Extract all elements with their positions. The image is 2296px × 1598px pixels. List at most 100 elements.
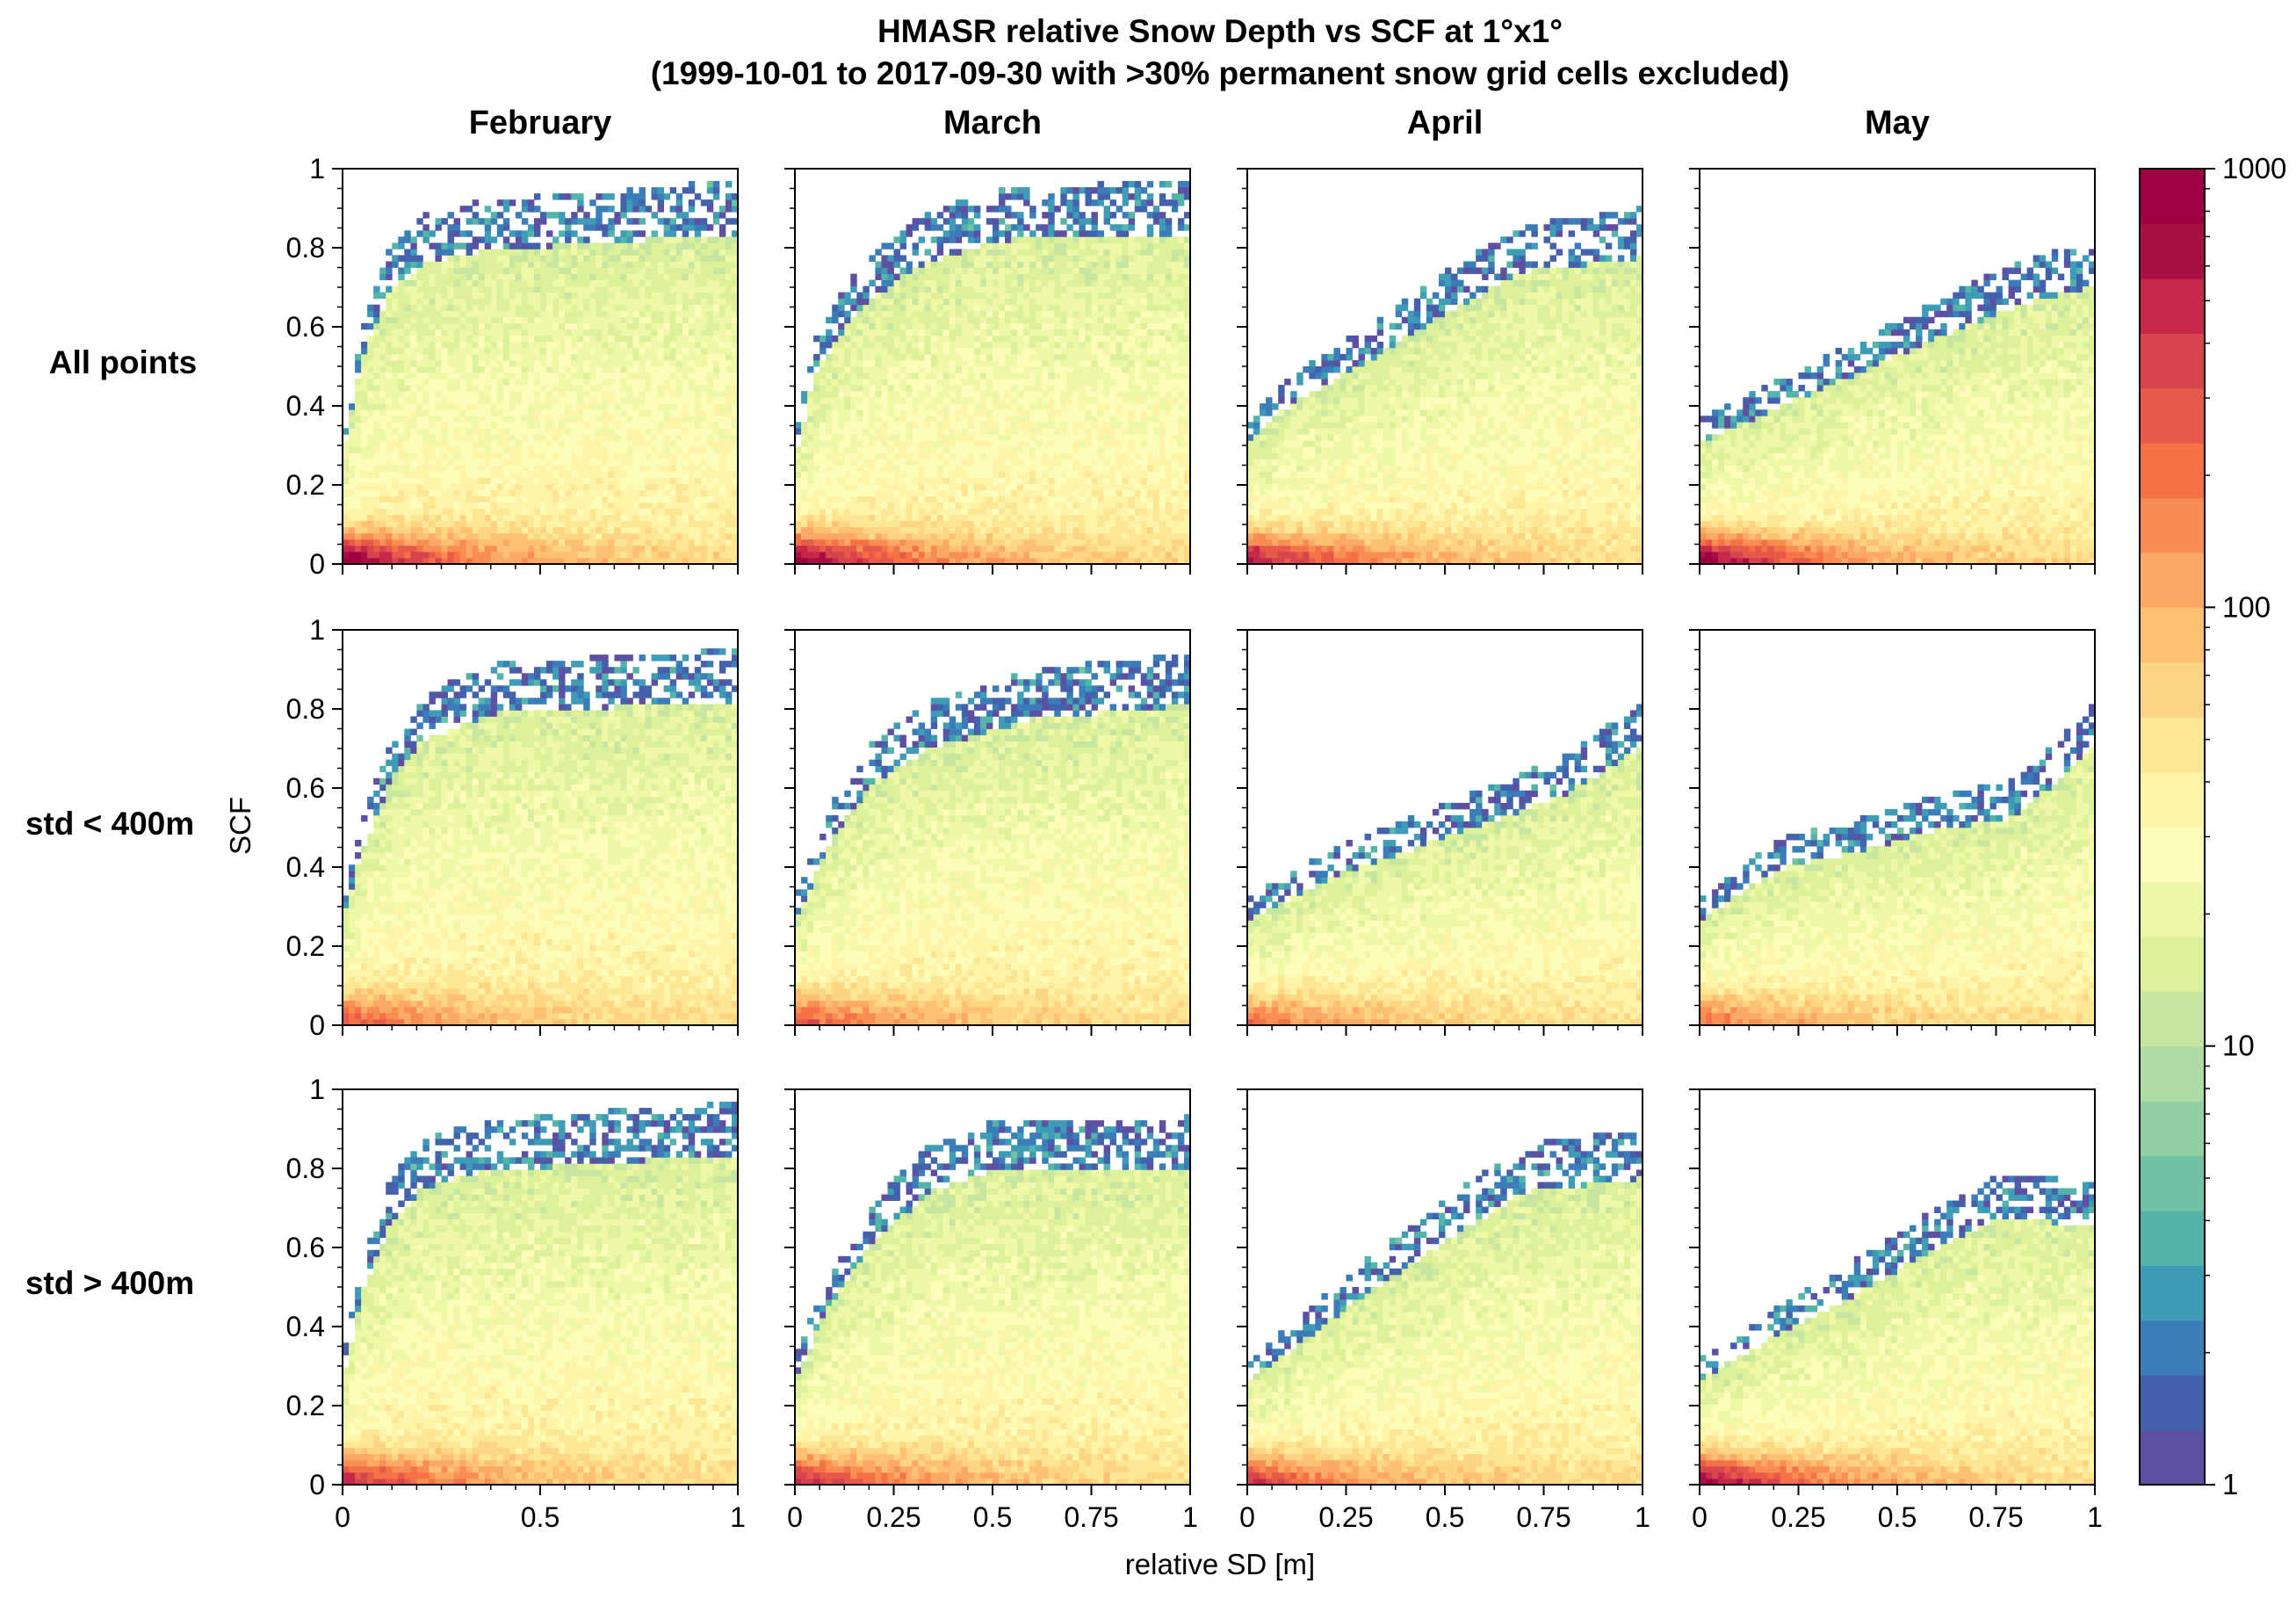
heatmap-cell (670, 472, 676, 478)
heatmap-cell (850, 416, 856, 422)
heatmap-cell (689, 391, 695, 397)
heatmap-cell (596, 452, 602, 459)
heatmap-cell (546, 348, 552, 354)
heatmap-cell (466, 218, 473, 224)
heatmap-cell (689, 299, 695, 305)
heatmap-cell (670, 459, 676, 465)
heatmap-cell (422, 391, 429, 397)
heatmap-cell (516, 329, 522, 336)
heatmap-cell (670, 242, 676, 249)
heatmap-cell (713, 503, 719, 509)
heatmap-cell (528, 397, 534, 403)
heatmap-cell (596, 539, 602, 546)
heatmap-cell (589, 218, 596, 224)
heatmap-cell (398, 323, 404, 329)
heatmap-cell (869, 391, 875, 397)
heatmap-cell (614, 496, 620, 503)
heatmap-cell (813, 515, 819, 521)
heatmap-cell (676, 249, 682, 255)
heatmap-cell (676, 323, 682, 329)
heatmap-cell (473, 484, 479, 490)
heatmap-cell (652, 416, 658, 422)
heatmap-cell (404, 472, 410, 478)
heatmap-cell (448, 242, 454, 249)
heatmap-cell (602, 521, 608, 527)
heatmap-cell (602, 317, 608, 323)
heatmap-cell (386, 422, 392, 428)
heatmap-cell (826, 515, 832, 521)
heatmap-cell (863, 342, 869, 348)
heatmap-cell (701, 249, 707, 255)
heatmap-cell (713, 434, 719, 440)
heatmap-cell (869, 490, 875, 496)
heatmap-cell (503, 552, 509, 558)
heatmap-cell (614, 452, 620, 459)
heatmap-cell (589, 422, 596, 428)
heatmap-cell (707, 242, 713, 249)
heatmap-cell (856, 305, 863, 311)
heatmap-cell (416, 446, 422, 452)
heatmap-cell (546, 212, 552, 218)
heatmap-cell (676, 440, 682, 446)
heatmap-cell (695, 466, 701, 472)
heatmap-cell (813, 416, 819, 422)
heatmap-cell (670, 236, 676, 242)
heatmap-cell (479, 280, 485, 286)
heatmap-cell (689, 478, 695, 484)
heatmap-cell (676, 193, 682, 199)
heatmap-cell (349, 478, 355, 484)
heatmap-cell (386, 472, 392, 478)
heatmap-cell (454, 472, 460, 478)
heatmap-cell (583, 236, 589, 242)
heatmap-cell (626, 366, 632, 372)
heatmap-cell (826, 416, 832, 422)
heatmap-cell (608, 293, 614, 299)
heatmap-cell (571, 434, 577, 440)
heatmap-cell (614, 503, 620, 509)
heatmap-cell (473, 434, 479, 440)
heatmap-cell (448, 311, 454, 317)
heatmap-cell (881, 391, 887, 397)
heatmap-cell (614, 268, 620, 274)
heatmap-cell (596, 484, 602, 490)
heatmap-cell (571, 305, 577, 311)
heatmap-cell (676, 434, 682, 440)
heatmap-cell (646, 311, 652, 317)
heatmap-cell (838, 440, 844, 446)
heatmap-cell (664, 274, 670, 280)
heatmap-cell (448, 372, 454, 379)
heatmap-cell (571, 428, 577, 434)
heatmap-cell (565, 503, 571, 509)
heatmap-cell (386, 397, 392, 403)
heatmap-cell (485, 521, 491, 527)
heatmap-cell (583, 416, 589, 422)
heatmap-cell (559, 521, 565, 527)
heatmap-cell (379, 391, 386, 397)
heatmap-cell (540, 311, 546, 317)
heatmap-cell (410, 428, 416, 434)
heatmap-cell (682, 230, 689, 236)
heatmap-cell (454, 293, 460, 299)
heatmap-cell (410, 466, 416, 472)
heatmap-cell (701, 224, 707, 230)
heatmap-cell (707, 299, 713, 305)
heatmap-cell (856, 360, 863, 366)
heatmap-cell (646, 533, 652, 539)
heatmap-cell (416, 336, 422, 342)
heatmap-cell (497, 323, 503, 329)
heatmap-cell (565, 224, 571, 230)
heatmap-cell (726, 446, 732, 452)
heatmap-cell (404, 515, 410, 521)
heatmap-cell (850, 280, 856, 286)
heatmap-cell (707, 478, 713, 484)
heatmap-cell (485, 484, 491, 490)
heatmap-cell (801, 459, 807, 465)
heatmap-cell (479, 521, 485, 527)
heatmap-cell (473, 199, 479, 206)
heatmap-cell (863, 434, 869, 440)
heatmap-cell (869, 527, 875, 533)
heatmap-cell (869, 484, 875, 490)
heatmap-cell (695, 521, 701, 527)
heatmap-cell (429, 466, 435, 472)
heatmap-cell (869, 385, 875, 391)
